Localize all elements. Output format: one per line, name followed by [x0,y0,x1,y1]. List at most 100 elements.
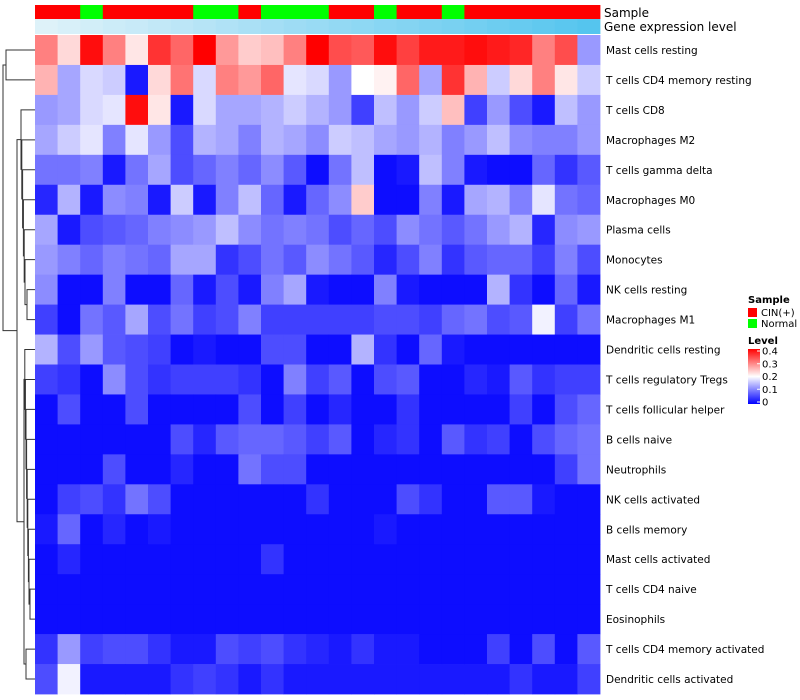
heatmap-cell [532,514,556,545]
heatmap-cell [35,274,58,305]
heatmap-cell [351,334,375,365]
heatmap-cell [35,334,58,365]
sample-track-cell [238,5,262,19]
dendrogram-branch [23,229,35,283]
heatmap-cell [57,214,81,246]
heatmap-cell [351,214,375,246]
row-label: B cells memory [606,524,687,536]
heatmap-cell [396,124,420,156]
heatmap-cell [193,154,217,186]
heatmap-cell [215,184,239,216]
heatmap-cell [193,424,217,455]
gene-track-cell [306,19,330,34]
heatmap-cell [509,124,533,156]
gene-track-cell [215,19,239,34]
heatmap-cell [306,634,330,665]
heatmap-cell [577,64,601,96]
heatmap-cell [125,184,149,216]
heatmap-cell [351,574,375,605]
heatmap-cell [80,274,104,305]
heatmap-cell [215,424,239,455]
heatmap-cell [487,304,510,335]
heatmap-cell [351,544,375,575]
heatmap-cell [102,94,126,126]
heatmap-cell [80,244,104,276]
heatmap-cell [351,454,375,485]
heatmap-cell [306,124,330,156]
heatmap-cell [419,454,443,485]
heatmap-cell [148,364,171,395]
heatmap-cell [306,604,330,635]
heatmap-cell [283,304,307,335]
heatmap-cell [170,424,194,455]
heatmap-cell [374,124,397,156]
heatmap-cell [148,544,171,575]
heatmap-cell [261,544,284,575]
heatmap-cell [306,214,330,246]
heatmap-cell [125,424,149,455]
heatmap-cell [261,124,284,156]
heatmap-cell [554,124,578,156]
heatmap-cell [215,574,239,605]
heatmap-cell [554,634,578,665]
heatmap-cell [35,124,58,156]
heatmap-cell [554,454,578,485]
heatmap-cell [351,664,375,695]
row-label: T cells regulatory Tregs [605,375,728,387]
heatmap-cell [509,634,533,665]
heatmap-cell [532,634,556,665]
heatmap-cell [487,394,510,425]
heatmap-cell [57,424,81,455]
heatmap-cell [487,274,510,305]
heatmap-cell [57,574,81,605]
heatmap-cell [238,274,262,305]
heatmap-cell [193,94,217,126]
gene-track-cell [80,19,104,34]
heatmap-cell [261,454,284,485]
heatmap-cell [577,94,601,126]
heatmap-cell [57,154,81,186]
heatmap-cell [396,35,420,66]
heatmap-cell [215,94,239,126]
heatmap-cell [148,124,171,156]
heatmap-cell [215,124,239,156]
gene-track-cell [328,19,352,34]
heatmap-cell [577,244,601,276]
heatmap-cell [487,454,510,485]
heatmap-cell [193,394,217,425]
heatmap-cell [306,154,330,186]
heatmap-cell [102,64,126,96]
heatmap-cell [351,35,375,66]
heatmap-cell [487,364,510,395]
heatmap-cell [170,304,194,335]
heatmap-cell [328,484,352,515]
heatmap-cell [554,664,578,695]
heatmap-cell [487,484,510,515]
heatmap-cell [238,94,262,126]
heatmap-cell [306,484,330,515]
heatmap-cell [532,244,556,276]
heatmap-cell [441,514,465,545]
heatmap-cell [125,604,149,635]
heatmap-cell [532,604,556,635]
gene-track-cell [509,19,533,34]
row-label: Dendritic cells resting [606,345,721,357]
heatmap-cell [487,214,510,246]
heatmap-cell [554,274,578,305]
heatmap-cell [102,664,126,695]
heatmap-cell [215,244,239,276]
heatmap-cell [35,514,58,545]
heatmap-cell [57,334,81,365]
heatmap-cell [35,544,58,575]
heatmap-cell [35,35,58,66]
heatmap-cell [102,574,126,605]
sample-legend-swatch-cin [748,308,757,317]
sample-legend-label-normal: Normal [761,319,797,330]
heatmap-cell [80,35,104,66]
heatmap-cell [532,664,556,695]
heatmap-cell [351,634,375,665]
heatmap-cell [261,184,284,216]
heatmap-cell [215,604,239,635]
heatmap-cell [193,364,217,395]
heatmap-cell [125,274,149,305]
